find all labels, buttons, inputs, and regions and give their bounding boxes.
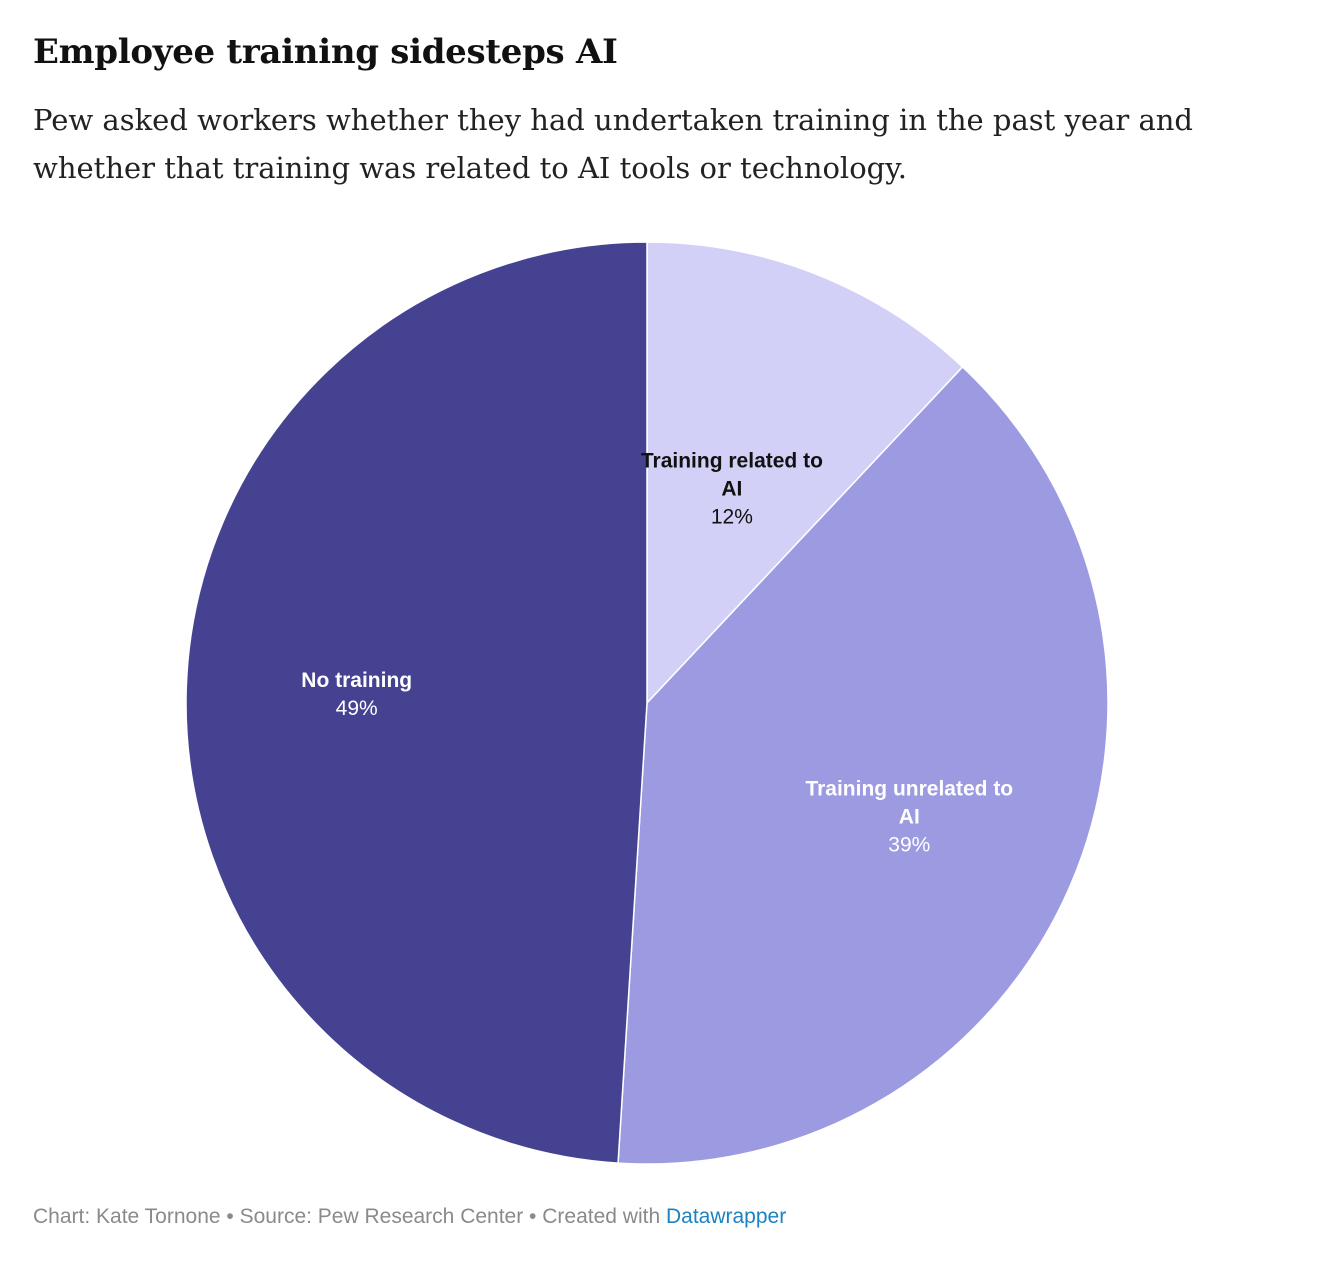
pie-slices <box>185 241 1109 1165</box>
slice-value-label: 12% <box>711 506 753 529</box>
pie-slice-training-unrelated-to-ai[interactable] <box>617 366 1109 1165</box>
datawrapper-link[interactable]: Datawrapper <box>665 1205 787 1228</box>
slice-label: Training unrelated to <box>805 778 1013 801</box>
slice-value-label: 39% <box>888 834 930 857</box>
chart-title: Employee training sidesteps AI <box>33 32 618 72</box>
slice-value-label: 49% <box>336 697 378 720</box>
slice-label: AI <box>721 478 742 501</box>
footer-credit: Chart: Kate Tornone • Source: Pew Resear… <box>33 1205 666 1228</box>
pie-labels: Training related to AI 12% Training unrelat… <box>301 450 1013 857</box>
slice-label: Training related to <box>641 450 823 473</box>
slice-label-group: Training unrelated to AI 39% <box>805 778 1013 857</box>
chart-footer: Chart: Kate Tornone • Source: Pew Resear… <box>33 1203 786 1231</box>
pie-slice-no-training[interactable] <box>185 241 648 1164</box>
slice-label-group: Training related to AI 12% <box>641 450 823 529</box>
slice-label: No training <box>301 669 412 692</box>
slice-label: AI <box>899 806 920 829</box>
pie-slice-training-related-to-ai[interactable] <box>646 241 964 704</box>
slice-label-group: No training 49% <box>301 669 412 720</box>
chart-subtitle: Pew asked workers whether they had under… <box>33 103 1193 185</box>
